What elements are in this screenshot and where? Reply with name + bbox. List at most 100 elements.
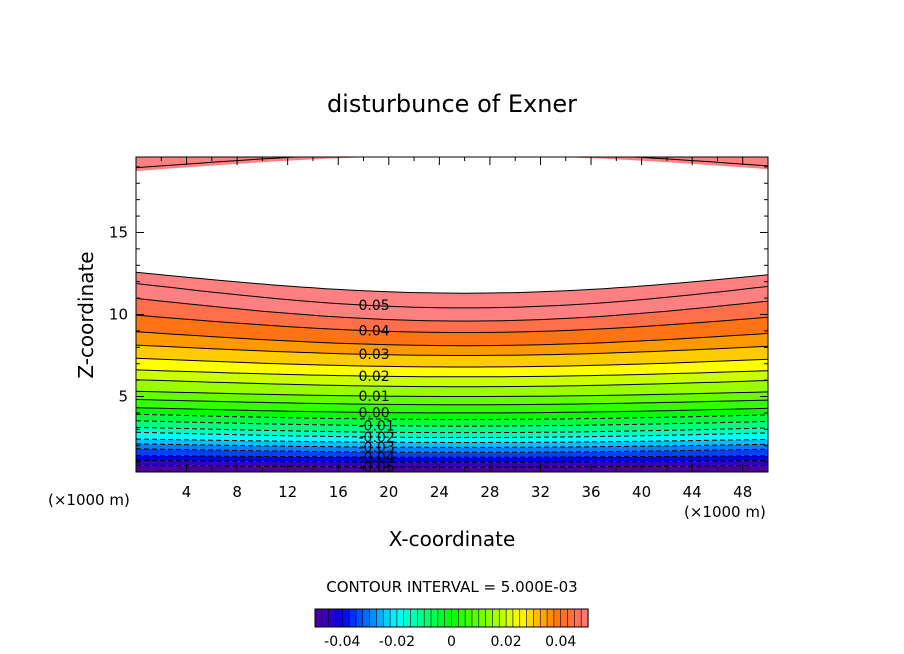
colorbar-tick-label: 0 <box>447 634 456 650</box>
contour-band <box>136 432 768 443</box>
colorbar-segment <box>458 608 466 628</box>
x-tick-label: 40 <box>632 483 651 501</box>
colorbar-segment <box>539 608 548 628</box>
contour-label: 0.04 <box>359 323 390 339</box>
contour-line <box>136 390 768 397</box>
contour-label: 0.05 <box>359 298 390 314</box>
x-tick-label: 20 <box>379 483 398 501</box>
colorbar-segment <box>519 608 528 628</box>
colorbar-tick-labels: -0.04 -0.02 0 0.02 0.04 <box>324 634 576 650</box>
contour-band <box>136 157 768 168</box>
contour-line <box>136 459 768 463</box>
contour-line <box>136 379 768 388</box>
colorbar-segment <box>580 608 589 628</box>
contour-band <box>136 448 768 458</box>
y-axis-ticks: 5 10 15 <box>109 166 768 463</box>
unfilled-region <box>136 157 768 294</box>
x-tick-label: 16 <box>329 483 348 501</box>
colorbar-segment <box>389 608 398 628</box>
colorbar-segment <box>444 608 453 628</box>
x-axis-ticks: 4 8 12 16 20 24 28 32 36 40 44 48 <box>160 157 752 501</box>
contour-label: 0.00 <box>359 405 390 421</box>
contour-line <box>136 297 768 322</box>
colorbar-tick-label: 0.04 <box>545 634 576 650</box>
y-axis-label: Z-coordinate <box>74 251 98 378</box>
x-tick-label: 48 <box>733 483 752 501</box>
colorbar-segment <box>403 608 412 628</box>
colorbar-segment <box>376 608 384 628</box>
colorbar-segment <box>533 608 541 628</box>
contour-label: 0.03 <box>359 347 390 363</box>
colorbar-segment <box>335 608 343 628</box>
colorbar-segment <box>314 608 323 628</box>
contour-label: -0.03 <box>359 440 395 456</box>
x-unit-left: (×1000 m) <box>48 491 130 509</box>
x-tick-label: 4 <box>182 483 192 501</box>
contour-band <box>136 358 768 377</box>
contour-label: -0.02 <box>359 430 395 446</box>
colorbar-segment <box>382 608 391 628</box>
colorbar-segment <box>485 608 494 628</box>
contour-interval-label: CONTOUR INTERVAL = 5.000E-03 <box>326 578 577 596</box>
chart-title: disturbunce of Exner <box>327 90 577 118</box>
contour-band <box>136 283 768 322</box>
colorbar-segment <box>341 608 350 628</box>
contour-line <box>136 157 768 169</box>
colorbar-segment <box>553 608 562 628</box>
x-tick-label: 8 <box>232 483 242 501</box>
y-tick-label: 5 <box>118 388 128 406</box>
colorbar-segment <box>512 608 521 628</box>
contour-line <box>136 448 768 453</box>
contour-line <box>136 443 768 448</box>
colorbar-segment <box>328 608 337 628</box>
contour-line <box>136 431 768 438</box>
colorbar-segment <box>464 608 473 628</box>
contour-line <box>136 426 768 434</box>
colorbar-segment <box>492 608 500 628</box>
colorbar-segment <box>451 608 459 628</box>
contour-band <box>136 315 768 346</box>
colorbar-segment <box>355 608 364 628</box>
contour-line <box>136 271 768 294</box>
colorbar <box>314 608 589 628</box>
colorbar-segment <box>574 608 582 628</box>
contour-band <box>136 420 768 433</box>
x-axis-label: X-coordinate <box>389 527 516 551</box>
colorbar-segment <box>396 608 405 628</box>
colorbar-segment <box>478 608 487 628</box>
y-tick-label: 15 <box>109 223 128 241</box>
contour-line <box>136 399 768 406</box>
contour-label: 0.01 <box>359 389 390 405</box>
colorbar-segment <box>505 608 514 628</box>
contour-label: -0.01 <box>359 418 395 434</box>
contour-line <box>136 314 768 333</box>
colorbar-segment <box>546 608 555 628</box>
contour-line <box>136 344 768 356</box>
colorbar-segment <box>526 608 535 628</box>
x-tick-label: 36 <box>581 483 600 501</box>
contour-line <box>136 331 768 347</box>
x-tick-label: 32 <box>531 483 550 501</box>
contour-line <box>136 455 768 458</box>
x-tick-label: 28 <box>480 483 499 501</box>
contour-band <box>136 379 768 397</box>
contour-band <box>136 391 768 405</box>
colorbar-segment <box>471 608 480 628</box>
colorbar-segment <box>362 608 371 628</box>
colorbar-segment <box>321 608 330 628</box>
contour-fill-layer <box>136 157 768 472</box>
contour-line <box>136 438 768 443</box>
colorbar-segment <box>430 608 439 628</box>
contour-line <box>136 407 768 414</box>
contour-band <box>136 399 768 413</box>
colorbar-tick-label: -0.02 <box>379 634 415 650</box>
x-tick-label: 12 <box>278 483 297 501</box>
contour-band <box>136 407 768 420</box>
colorbar-segment <box>410 608 418 628</box>
x-tick-label: 24 <box>430 483 449 501</box>
contour-label: 0.02 <box>359 369 390 385</box>
colorbar-segment <box>417 608 425 628</box>
contour-band <box>136 439 768 448</box>
